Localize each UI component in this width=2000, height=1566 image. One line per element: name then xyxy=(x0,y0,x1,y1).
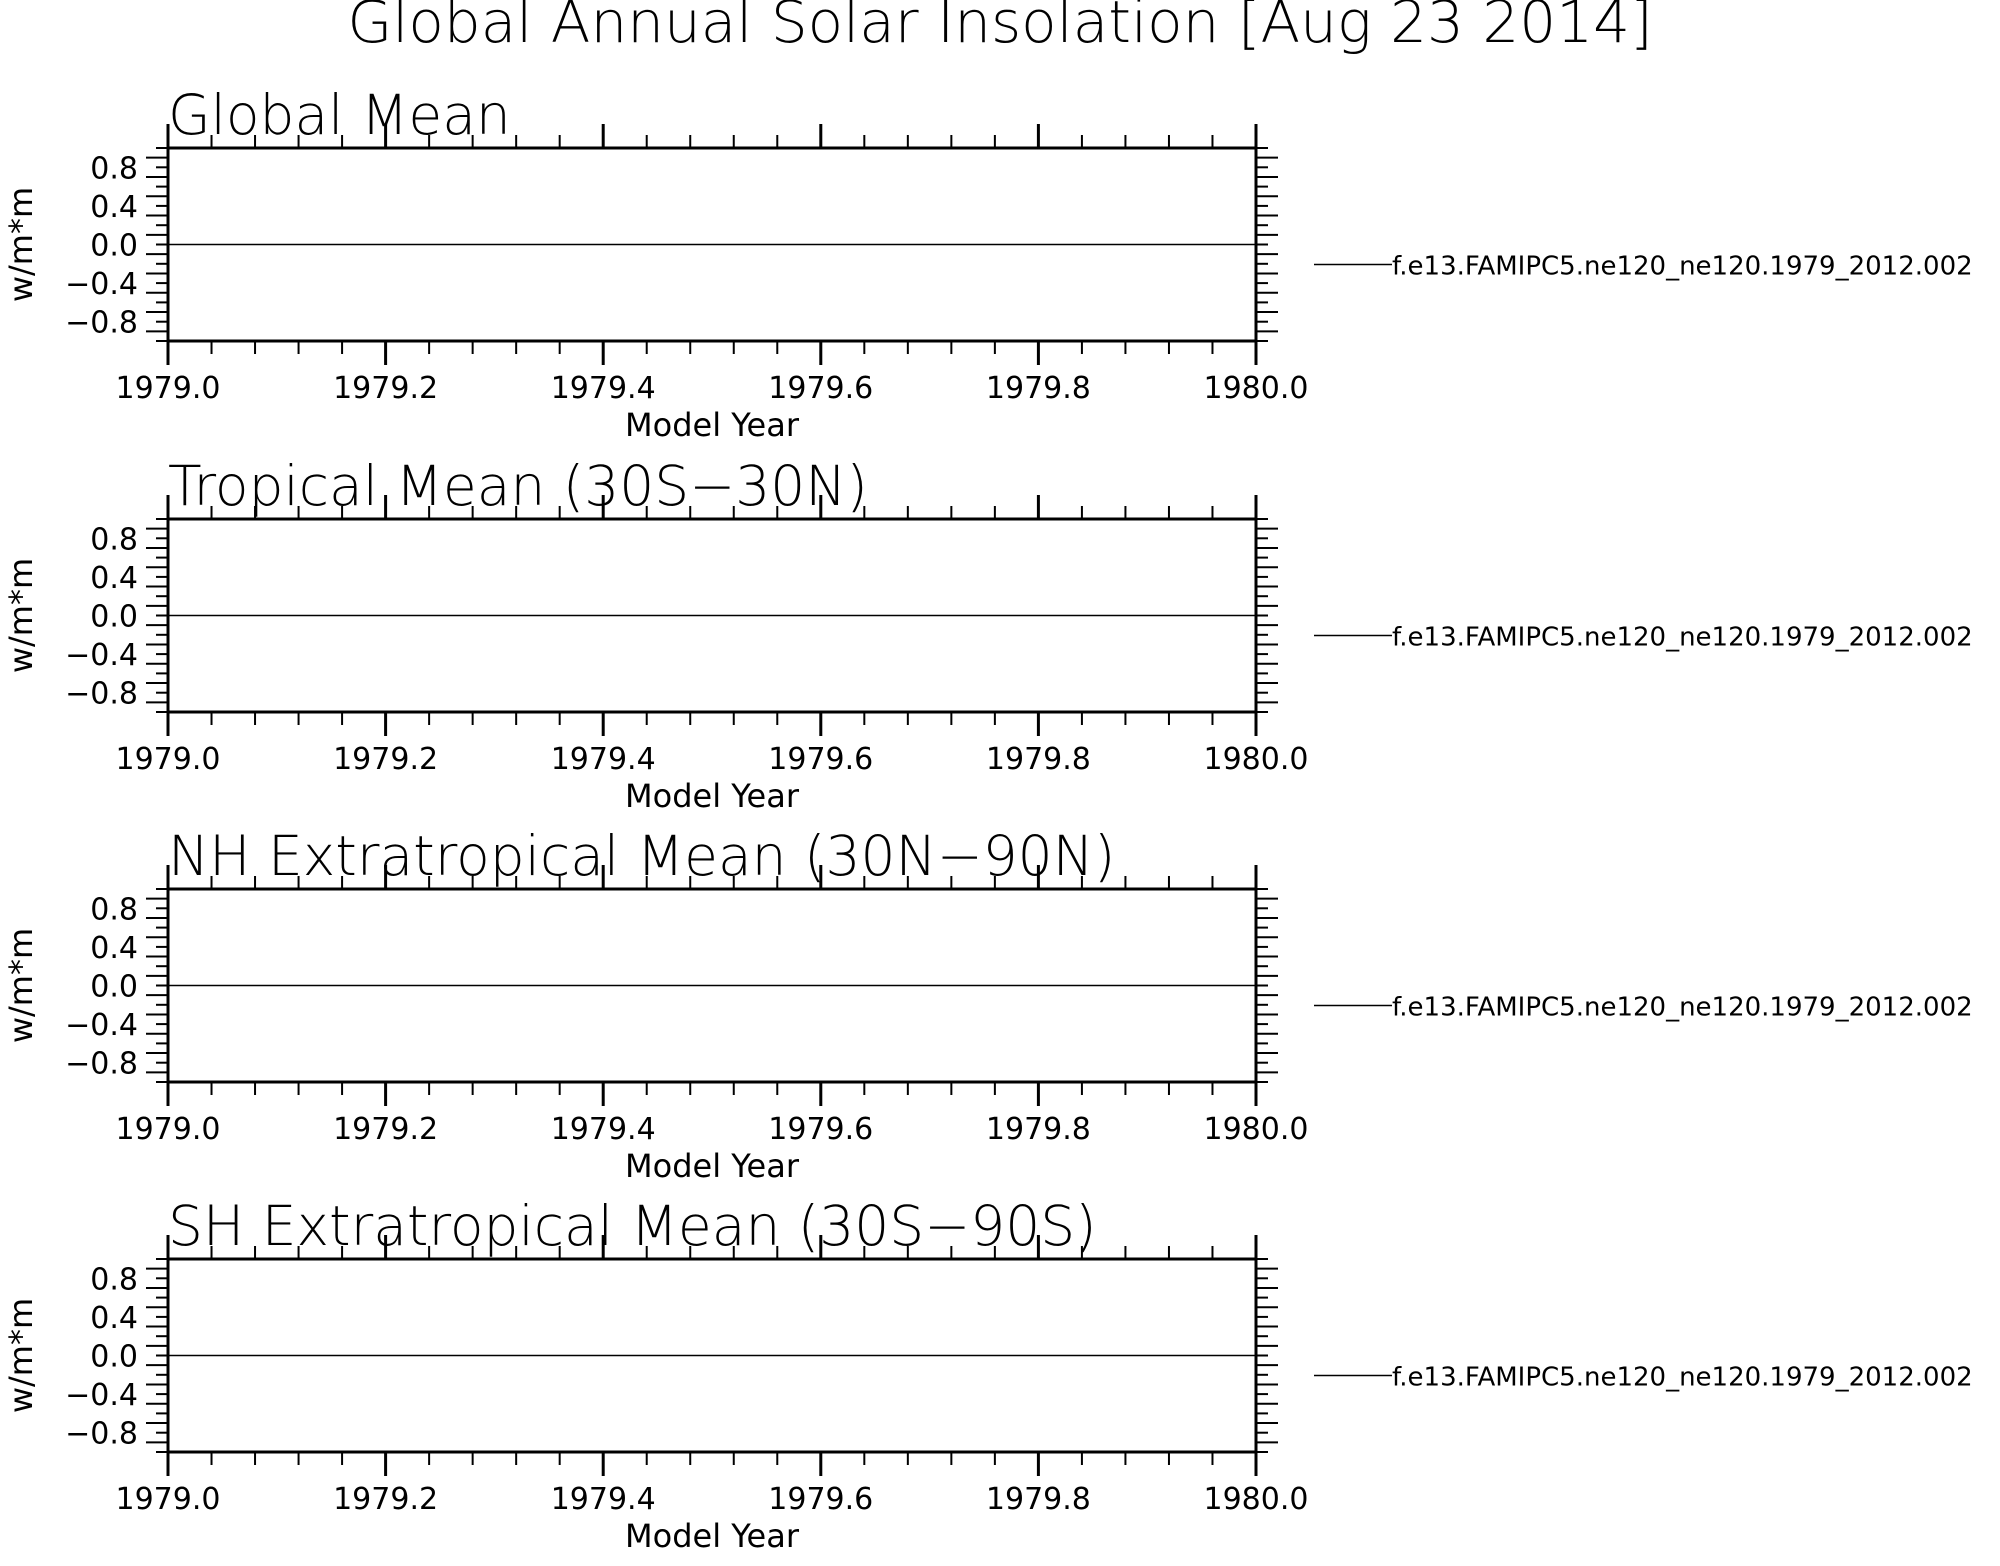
legend-label: f.e13.FAMIPC5.ne120_ne120.1979_2012.002 xyxy=(1392,1363,1973,1393)
y-tick-label: 0.8 xyxy=(90,522,138,557)
x-tick-label: 1979.6 xyxy=(768,742,873,777)
panel-title: Global Mean xyxy=(168,83,511,147)
y-tick-label: −0.4 xyxy=(65,267,138,302)
legend-label: f.e13.FAMIPC5.ne120_ne120.1979_2012.002 xyxy=(1392,993,1973,1023)
x-axis-label: Model Year xyxy=(625,406,800,444)
y-tick-label: −0.8 xyxy=(65,1047,138,1082)
y-tick-label: 0.0 xyxy=(90,970,138,1005)
y-tick-label: 0.0 xyxy=(90,1340,138,1375)
panel-title: NH Extratropical Mean (30N−90N) xyxy=(168,824,1115,888)
x-tick-label: 1980.0 xyxy=(1204,742,1309,777)
x-tick-label: 1979.6 xyxy=(768,1482,873,1517)
panel-title: Tropical Mean (30S−30N) xyxy=(168,454,868,518)
y-tick-label: −0.4 xyxy=(65,638,138,673)
x-tick-label: 1979.4 xyxy=(551,1482,656,1517)
x-tick-label: 1980.0 xyxy=(1204,1112,1309,1147)
x-tick-label: 1979.6 xyxy=(768,371,873,406)
y-tick-label: −0.4 xyxy=(65,1378,138,1413)
x-tick-label: 1979.8 xyxy=(986,1112,1091,1147)
y-tick-label: 0.0 xyxy=(90,229,138,264)
legend-label: f.e13.FAMIPC5.ne120_ne120.1979_2012.002 xyxy=(1392,623,1973,653)
x-tick-label: 1979.2 xyxy=(333,1112,438,1147)
figure-title: Global Annual Solar Insolation [Aug 23 2… xyxy=(347,0,1652,56)
x-axis-label: Model Year xyxy=(625,1147,800,1185)
x-tick-label: 1979.4 xyxy=(551,371,656,406)
x-tick-label: 1979.0 xyxy=(116,1112,221,1147)
x-tick-label: 1979.2 xyxy=(333,371,438,406)
y-tick-label: −0.4 xyxy=(65,1008,138,1043)
y-tick-label: 0.4 xyxy=(90,561,138,596)
chart-panel: Global Mean 1979.0 1979.2 1979.4 1979.6 1979.… xyxy=(2,83,1973,444)
x-tick-label: 1979.6 xyxy=(768,1112,873,1147)
x-tick-label: 1979.0 xyxy=(116,1482,221,1517)
y-axis-label: w/m*m xyxy=(2,928,40,1043)
x-tick-label: 1979.2 xyxy=(333,742,438,777)
y-tick-label: 0.8 xyxy=(90,892,138,927)
y-tick-label: −0.8 xyxy=(65,677,138,712)
y-axis-label: w/m*m xyxy=(2,1298,40,1413)
legend-label: f.e13.FAMIPC5.ne120_ne120.1979_2012.002 xyxy=(1392,252,1973,282)
x-axis-label: Model Year xyxy=(625,1517,800,1555)
x-tick-label: 1979.8 xyxy=(986,1482,1091,1517)
x-axis-label: Model Year xyxy=(625,777,800,815)
y-axis-label: w/m*m xyxy=(2,558,40,673)
x-tick-label: 1980.0 xyxy=(1204,1482,1309,1517)
y-tick-label: 0.4 xyxy=(90,190,138,225)
chart-panels: Global Mean 1979.0 1979.2 1979.4 1979.6 1979.… xyxy=(2,83,1973,1555)
y-tick-label: −0.8 xyxy=(65,306,138,341)
chart-panel: NH Extratropical Mean (30N−90N) 1979.0 197… xyxy=(2,824,1973,1185)
chart-panel: Tropical Mean (30S−30N) 1979.0 1979.2 1979.… xyxy=(2,454,1973,815)
y-tick-label: −0.8 xyxy=(65,1417,138,1452)
x-tick-label: 1979.4 xyxy=(551,1112,656,1147)
y-tick-label: 0.8 xyxy=(90,151,138,186)
y-tick-label: 0.4 xyxy=(90,931,138,966)
x-tick-label: 1979.0 xyxy=(116,371,221,406)
x-tick-label: 1979.4 xyxy=(551,742,656,777)
y-tick-label: 0.0 xyxy=(90,600,138,635)
x-tick-label: 1979.0 xyxy=(116,742,221,777)
y-tick-label: 0.8 xyxy=(90,1262,138,1297)
chart-panel: SH Extratropical Mean (30S−90S) 1979.0 197… xyxy=(2,1194,1973,1555)
x-tick-label: 1979.8 xyxy=(986,371,1091,406)
y-tick-label: 0.4 xyxy=(90,1301,138,1336)
panel-title: SH Extratropical Mean (30S−90S) xyxy=(168,1194,1097,1258)
x-tick-label: 1979.8 xyxy=(986,742,1091,777)
x-tick-label: 1980.0 xyxy=(1204,371,1309,406)
x-tick-label: 1979.2 xyxy=(333,1482,438,1517)
y-axis-label: w/m*m xyxy=(2,187,40,302)
